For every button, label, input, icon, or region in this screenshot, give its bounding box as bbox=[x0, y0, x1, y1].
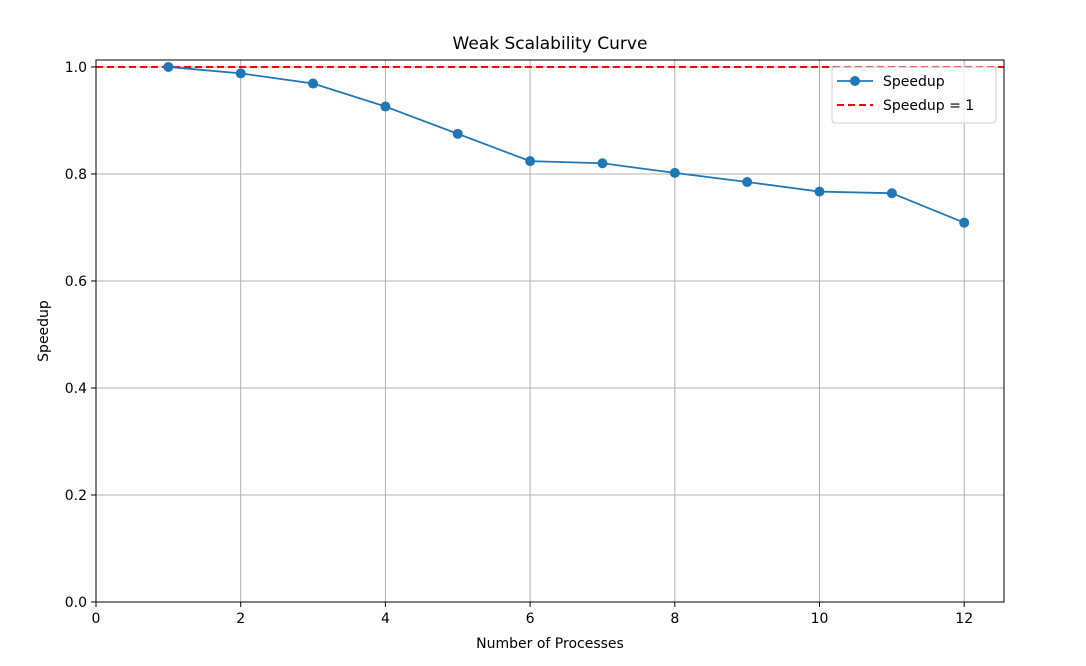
data-point bbox=[308, 78, 319, 89]
data-point bbox=[235, 68, 246, 79]
x-tick-label: 8 bbox=[670, 611, 679, 627]
grid bbox=[95, 60, 1004, 603]
data-point bbox=[886, 188, 897, 199]
data-point bbox=[669, 167, 680, 178]
x-tick-label: 10 bbox=[811, 611, 829, 627]
legend: Speedup Speedup = 1 bbox=[831, 66, 997, 124]
y-axis-label: Speedup bbox=[36, 300, 52, 362]
ticks: 0 2 4 6 8 10 12 0.0 0.2 0.4 0.6 0.8 1.0 bbox=[65, 60, 973, 627]
y-tick-label: 0.0 bbox=[65, 595, 87, 611]
legend-label-reference: Speedup = 1 bbox=[883, 98, 974, 114]
data-point bbox=[814, 186, 825, 197]
data-point bbox=[452, 128, 463, 139]
data-point bbox=[959, 217, 970, 228]
plot-frame bbox=[95, 59, 1005, 603]
legend-marker-speedup bbox=[850, 76, 860, 86]
series-line bbox=[168, 66, 965, 224]
data-point bbox=[163, 61, 174, 72]
data-point bbox=[380, 101, 391, 112]
x-tick-label: 6 bbox=[526, 611, 535, 627]
data-point bbox=[597, 158, 608, 169]
y-tick-label: 0.8 bbox=[65, 167, 87, 183]
y-tick-label: 0.4 bbox=[65, 381, 87, 397]
x-tick-label: 2 bbox=[236, 611, 245, 627]
series-layer bbox=[163, 61, 970, 228]
data-point bbox=[525, 156, 536, 167]
x-tick-label: 4 bbox=[381, 611, 390, 627]
x-tick-label: 12 bbox=[955, 611, 973, 627]
x-tick-label: 0 bbox=[92, 611, 101, 627]
y-tick-label: 0.2 bbox=[65, 488, 87, 504]
chart-title: Weak Scalability Curve bbox=[453, 34, 648, 54]
y-tick-label: 0.6 bbox=[65, 274, 87, 290]
data-point bbox=[742, 176, 753, 187]
legend-label-speedup: Speedup bbox=[883, 74, 945, 90]
x-axis-label: Number of Processes bbox=[476, 636, 624, 652]
y-tick-label: 1.0 bbox=[65, 60, 87, 76]
